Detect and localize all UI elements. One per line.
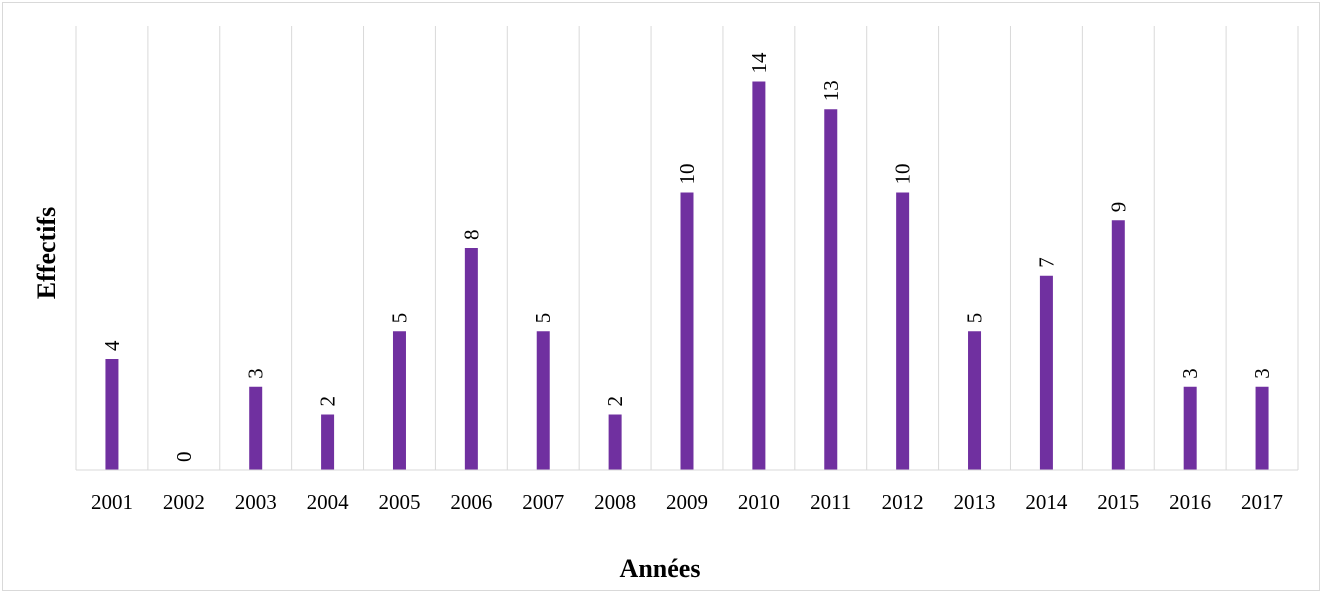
data-label-2017: 3 — [1250, 368, 1274, 379]
x-axis-title: Années — [620, 554, 701, 583]
data-label-2009: 10 — [675, 164, 699, 185]
x-tick-label-2013: 2013 — [954, 490, 996, 514]
bar-2017 — [1255, 386, 1269, 470]
bar-2011 — [824, 109, 838, 470]
bar-2012 — [896, 192, 910, 470]
y-axis-title: Effectifs — [32, 207, 61, 299]
x-tick-label-2017: 2017 — [1241, 490, 1283, 514]
bar-2005 — [392, 331, 406, 470]
data-label-2005: 5 — [387, 313, 411, 324]
x-tick-label-2002: 2002 — [163, 490, 205, 514]
bar-2006 — [464, 248, 478, 470]
x-tick-label-2016: 2016 — [1169, 490, 1211, 514]
data-label-2014: 7 — [1034, 257, 1058, 268]
x-tick-label-2004: 2004 — [307, 490, 350, 514]
bar-2016 — [1183, 386, 1197, 470]
bar-2008 — [608, 414, 622, 470]
data-label-2006: 8 — [459, 230, 483, 241]
bar-2009 — [680, 192, 694, 470]
grid-lines — [75, 26, 1299, 470]
data-label-2001: 4 — [100, 340, 124, 351]
bar-2015 — [1111, 220, 1125, 470]
bar-2013 — [968, 331, 982, 470]
data-label-2002: 0 — [172, 452, 196, 463]
x-tick-label-2012: 2012 — [882, 490, 924, 514]
data-labels: 4 0 3 2 5 8 5 2 10 14 13 10 5 7 9 3 3 — [100, 52, 1274, 462]
x-tick-label-2003: 2003 — [235, 490, 277, 514]
data-label-2008: 2 — [603, 396, 627, 407]
data-label-2016: 3 — [1178, 368, 1202, 379]
x-tick-label-2014: 2014 — [1025, 490, 1068, 514]
bar-2010 — [752, 81, 766, 470]
data-label-2007: 5 — [531, 313, 555, 324]
x-tick-label-2006: 2006 — [450, 490, 492, 514]
bar-2003 — [249, 386, 263, 470]
data-label-2004: 2 — [316, 396, 340, 407]
x-tick-label-2011: 2011 — [810, 490, 851, 514]
x-tick-label-2008: 2008 — [594, 490, 636, 514]
x-tick-label-2005: 2005 — [378, 490, 420, 514]
data-label-2011: 13 — [819, 80, 843, 101]
x-tick-label-2001: 2001 — [91, 490, 133, 514]
bar-2014 — [1039, 275, 1053, 470]
data-label-2015: 9 — [1106, 202, 1130, 213]
data-label-2012: 10 — [891, 164, 915, 185]
data-label-2003: 3 — [244, 368, 268, 379]
bar-2004 — [321, 414, 335, 470]
bar-2007 — [536, 331, 550, 470]
bar-2001 — [105, 359, 119, 470]
x-tick-label-2007: 2007 — [522, 490, 564, 514]
data-label-2010: 14 — [747, 52, 771, 74]
x-tick-label-2010: 2010 — [738, 490, 780, 514]
x-tick-labels: 2001 2002 2003 2004 2005 2006 2007 2008 2009 2010… — [91, 490, 1283, 514]
data-label-2013: 5 — [963, 313, 987, 324]
x-tick-label-2009: 2009 — [666, 490, 708, 514]
x-tick-label-2015: 2015 — [1097, 490, 1139, 514]
bars — [105, 81, 1269, 470]
